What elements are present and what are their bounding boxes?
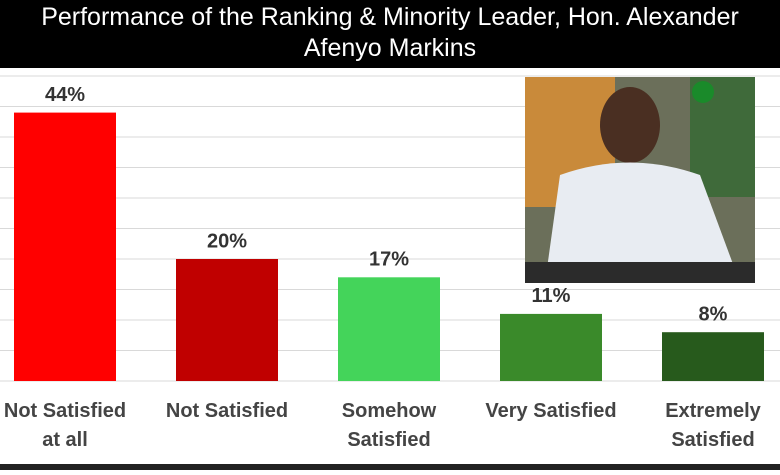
bar: [662, 332, 764, 381]
title-bar: [0, 0, 780, 68]
bar: [500, 313, 602, 381]
photo-shirt: [545, 162, 740, 283]
bar: [338, 277, 440, 381]
chart-title: Performance of the Ranking & Minority Le…: [41, 3, 739, 62]
x-tick-label: Not Satisfied: [166, 400, 288, 422]
photo-head: [600, 87, 660, 163]
x-tick-label: Very Satisfied: [485, 400, 616, 422]
value-label: 20%: [207, 230, 247, 252]
photo-desk: [525, 262, 755, 283]
bar: [14, 112, 116, 381]
value-label: 17%: [369, 249, 409, 271]
bar: [176, 259, 278, 381]
photo: [525, 77, 755, 283]
x-tick-label: Somehow Satisfied: [342, 400, 437, 451]
value-label: 44%: [45, 84, 85, 106]
photo-logo: [692, 81, 714, 103]
value-label: 8%: [699, 303, 728, 325]
bottom-border: [0, 464, 780, 470]
x-tick-label: Not Satisfied at all: [4, 400, 126, 451]
x-tick-label: Extremely Satisfied: [665, 400, 761, 451]
value-label: 11%: [532, 285, 571, 307]
